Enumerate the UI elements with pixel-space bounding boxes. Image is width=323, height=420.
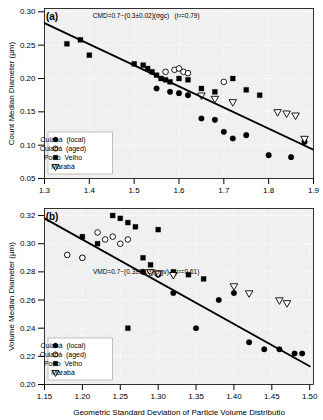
svg-text:VMD=0.7−(0.3±0.03)(σgv) (r²=: VMD=0.7−(0.3±0.03)(σgv) (r²=0.61) (93, 268, 199, 276)
svg-text:1.40: 1.40 (226, 392, 242, 401)
svg-text:0.24: 0.24 (20, 324, 36, 333)
svg-text:0.20: 0.20 (20, 380, 36, 389)
svg-text:0.05: 0.05 (20, 174, 36, 183)
svg-text:0.25: 0.25 (20, 41, 36, 50)
svg-text:(b): (b) (46, 211, 59, 222)
svg-text:1.30: 1.30 (150, 392, 166, 401)
svg-text:1.45: 1.45 (264, 392, 280, 401)
svg-text:Cuiabá (local): Cuiabá (local) (40, 136, 85, 144)
svg-text:0.22: 0.22 (20, 352, 36, 361)
svg-text:0.30: 0.30 (20, 7, 36, 16)
svg-text:Geometric Standard Deviation o: Geometric Standard Deviation of Particle… (73, 408, 285, 417)
svg-text:0.32: 0.32 (20, 211, 36, 220)
svg-text:Marabá: Marabá (51, 163, 75, 170)
svg-text:0.26: 0.26 (20, 296, 36, 305)
svg-text:0.30: 0.30 (20, 239, 36, 248)
svg-text:Cuiabá (aged): Cuiabá (aged) (40, 351, 86, 359)
svg-text:0.20: 0.20 (20, 74, 36, 83)
svg-text:Volume Median Diameter (μm): Volume Median Diameter (μm) (7, 242, 16, 351)
svg-text:Cuiabá (local): Cuiabá (local) (40, 342, 85, 350)
svg-text:0.28: 0.28 (20, 267, 36, 276)
svg-text:Porto Velho: Porto Velho (44, 154, 82, 161)
svg-text:0.10: 0.10 (20, 141, 36, 150)
svg-text:(a): (a) (46, 11, 58, 22)
svg-text:1.20: 1.20 (75, 392, 91, 401)
svg-text:1.7: 1.7 (218, 186, 230, 195)
svg-text:1.5: 1.5 (129, 186, 141, 195)
svg-text:Porto Velho: Porto Velho (44, 360, 82, 367)
svg-text:1.8: 1.8 (263, 186, 275, 195)
svg-text:1.9: 1.9 (308, 186, 320, 195)
svg-text:1.4: 1.4 (84, 186, 96, 195)
svg-text:1.6: 1.6 (173, 186, 185, 195)
svg-text:Cuiabá (aged): Cuiabá (aged) (40, 145, 86, 153)
svg-text:0.15: 0.15 (20, 107, 36, 116)
svg-text:Count Median Diameter (μm): Count Median Diameter (μm) (7, 42, 16, 146)
svg-text:1.15: 1.15 (37, 392, 53, 401)
svg-text:1.35: 1.35 (188, 392, 204, 401)
svg-text:1.25: 1.25 (112, 392, 128, 401)
svg-text:Marabá: Marabá (51, 369, 75, 376)
svg-text:CMD=0.7−(0.3±0.02)(σgc) (r²=: CMD=0.7−(0.3±0.02)(σgc) (r²=0.79) (93, 12, 200, 20)
svg-text:1.50: 1.50 (302, 392, 318, 401)
svg-text:1.3: 1.3 (39, 186, 51, 195)
